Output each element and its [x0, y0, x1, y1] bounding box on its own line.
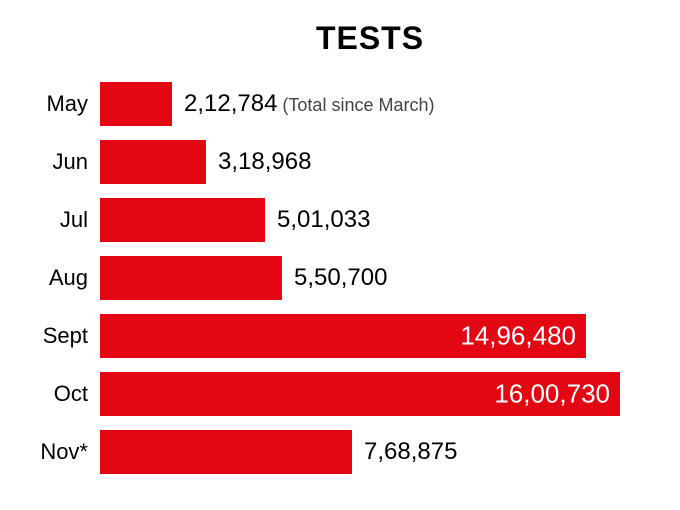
bar	[100, 430, 352, 474]
bar-area: 5,01,033	[100, 198, 650, 242]
month-label: Jun	[30, 149, 100, 175]
bar-value: 2,12,784 (Total since March)	[184, 90, 434, 118]
bar-row: Jul 5,01,033	[30, 198, 650, 242]
bar-chart: May 2,12,784 (Total since March) Jun 3,18,9…	[30, 82, 650, 474]
bar-value: 14,96,480	[460, 321, 576, 352]
month-label: Jul	[30, 207, 100, 233]
bar-value-text: 5,50,700	[294, 264, 387, 291]
bar-area: 3,18,968	[100, 140, 650, 184]
month-label: Sept	[30, 323, 100, 349]
month-label: May	[30, 91, 100, 117]
month-label: Aug	[30, 265, 100, 291]
bar-area: 14,96,480	[100, 314, 650, 358]
bar-annotation: (Total since March)	[277, 95, 434, 115]
bar-area: 7,68,875	[100, 430, 650, 474]
bar-area: 16,00,730	[100, 372, 650, 416]
bar-value: 3,18,968	[218, 148, 311, 176]
bar-area: 2,12,784 (Total since March)	[100, 82, 650, 126]
bar-value: 5,50,700	[294, 264, 387, 292]
bar-value-text: 5,01,033	[277, 206, 370, 233]
bar-row: Sept 14,96,480	[30, 314, 650, 358]
bar-row: Aug 5,50,700	[30, 256, 650, 300]
bar-row: May 2,12,784 (Total since March)	[30, 82, 650, 126]
bar-value-text: 7,68,875	[364, 438, 457, 465]
bar-value: 5,01,033	[277, 206, 370, 234]
chart-title: TESTS	[90, 20, 650, 57]
bar-row: Oct 16,00,730	[30, 372, 650, 416]
month-label: Oct	[30, 381, 100, 407]
bar-row: Nov* 7,68,875	[30, 430, 650, 474]
bar: 14,96,480	[100, 314, 586, 358]
bar	[100, 198, 265, 242]
bar-area: 5,50,700	[100, 256, 650, 300]
bar-row: Jun 3,18,968	[30, 140, 650, 184]
bar-value: 16,00,730	[494, 379, 610, 410]
bar-value-text: 2,12,784	[184, 90, 277, 117]
bar	[100, 256, 282, 300]
bar: 16,00,730	[100, 372, 620, 416]
bar-value-text: 3,18,968	[218, 148, 311, 175]
bar	[100, 140, 206, 184]
bar	[100, 82, 172, 126]
bar-value: 7,68,875	[364, 438, 457, 466]
month-label: Nov*	[30, 439, 100, 465]
